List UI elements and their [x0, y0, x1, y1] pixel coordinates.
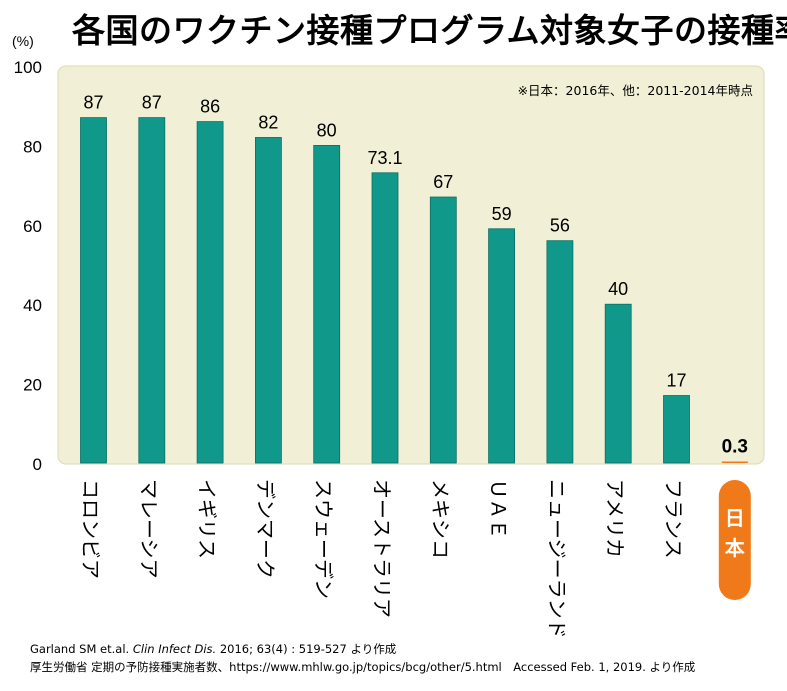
y-tick-label: 60	[23, 217, 42, 236]
bar-value-label: 67	[433, 172, 453, 192]
plot-area	[57, 65, 765, 465]
citation-journal: Clin Infect Dis.	[132, 642, 217, 656]
bar-value-label: 59	[492, 204, 512, 224]
bar	[371, 172, 399, 464]
y-tick-label: 20	[23, 376, 42, 395]
x-category-label: フランス	[662, 479, 684, 559]
citation-authors: Garland SM et.al.	[30, 642, 133, 656]
bar	[429, 196, 457, 464]
bar-value-label: 87	[83, 93, 103, 113]
x-category-label: コロンビア	[79, 479, 102, 579]
y-tick-label: 40	[23, 296, 42, 315]
citation-line: Garland SM et.al. Clin Infect Dis. 2016;…	[30, 641, 396, 657]
bar-value-label: 56	[550, 216, 570, 236]
bar	[604, 303, 632, 464]
x-category-label: イギリス	[195, 479, 218, 559]
x-category-label: 本	[725, 537, 745, 560]
bar	[663, 395, 690, 464]
x-category-label: ＵＡＥ	[487, 479, 509, 539]
bar	[488, 228, 516, 464]
y-tick-label: 100	[14, 58, 42, 77]
x-category-label: デンマーク	[253, 479, 276, 579]
highlight-label-background	[718, 480, 751, 600]
bar	[80, 117, 107, 464]
bar-value-label: 0.3	[722, 437, 748, 458]
bar	[546, 240, 574, 464]
bar	[138, 117, 166, 464]
x-category-label: マレーシア	[137, 479, 159, 579]
bar-value-label: 17	[666, 371, 686, 391]
bar	[254, 137, 282, 464]
citation-details: 2016; 63(4) : 519-527 より作成	[216, 642, 397, 656]
x-category-label: オーストラリア	[370, 479, 392, 618]
bar-value-label: 87	[142, 93, 162, 113]
y-axis-unit-label: (%)	[12, 33, 34, 49]
bar-value-label: 80	[317, 120, 337, 140]
source-line: 厚生労働省 定期の予防接種実施者数、https://www.mhlw.go.jp…	[30, 660, 696, 674]
bar-value-label: 86	[200, 97, 220, 117]
bar	[721, 461, 748, 463]
x-category-label: メキシコ	[428, 479, 450, 559]
y-tick-label: 80	[23, 137, 42, 156]
bar-value-label: 82	[258, 112, 278, 132]
bar-value-label: 40	[608, 279, 628, 299]
x-category-label: ニュージーランド	[545, 479, 567, 639]
bar-value-label: 73.1	[367, 148, 402, 168]
x-category-label: 日	[725, 508, 745, 530]
chart-title: 各国のワクチン接種プログラム対象女子の接種率	[72, 11, 787, 50]
x-category-label: スウェーデン	[312, 479, 335, 599]
bar	[196, 121, 224, 464]
bar	[313, 144, 341, 464]
data-period-note: ※日本：2016年、他：2011-2014年時点	[517, 83, 753, 98]
x-category-label: アメリカ	[603, 479, 625, 558]
y-tick-label: 0	[33, 455, 42, 474]
